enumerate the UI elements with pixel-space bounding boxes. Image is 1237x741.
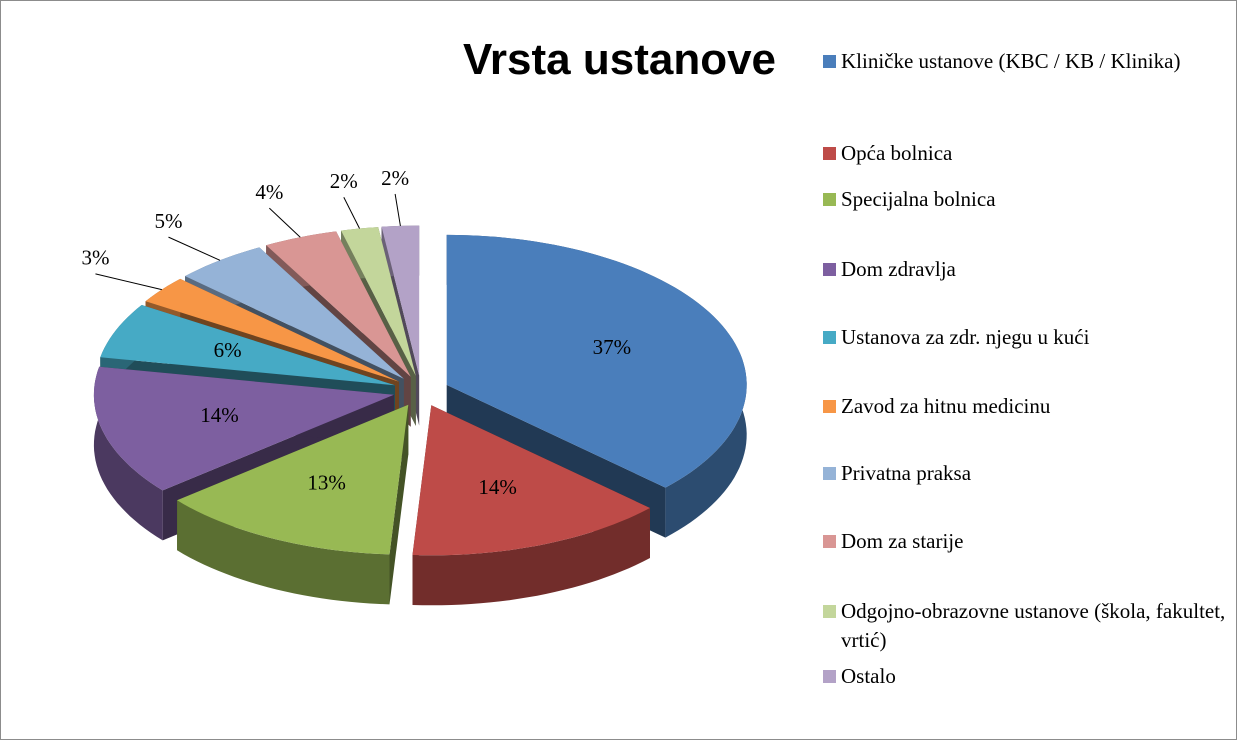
pie-slice xyxy=(93,366,394,491)
legend-label: Zavod za hitnu medicinu xyxy=(841,394,1051,418)
leader-line xyxy=(394,193,401,227)
legend-label: Opća bolnica xyxy=(841,141,953,165)
pie-slice xyxy=(185,247,404,379)
legend-label: Kliničke ustanove (KBC / KB / Klinika) xyxy=(841,49,1181,73)
pie-slice xyxy=(177,404,409,555)
legend-label: Odgojno-obrazovne ustanove (škola, fakul… xyxy=(841,599,1226,652)
data-label: 37% xyxy=(593,335,632,359)
legend-swatch xyxy=(823,670,836,683)
legend-item: Dom zdravlja xyxy=(823,255,1236,284)
legend-item: Opća bolnica xyxy=(823,139,1236,168)
data-label: 2% xyxy=(330,169,358,193)
legend-item: Specijalna bolnica xyxy=(823,185,1236,214)
legend-swatch xyxy=(823,535,836,548)
legend-label: Privatna praksa xyxy=(841,461,972,485)
slice-side xyxy=(177,500,390,605)
leader-line xyxy=(343,197,360,229)
legend-label: Specijalna bolnica xyxy=(841,187,996,211)
chart-title: Vrsta ustanove xyxy=(463,35,777,84)
legend-swatch xyxy=(823,331,836,344)
legend-swatch xyxy=(823,147,836,160)
leader-line xyxy=(168,236,221,261)
legend-item: Kliničke ustanove (KBC / KB / Klinika) xyxy=(823,47,1236,76)
legend-item: Ostalo xyxy=(823,662,1236,691)
pie-slice xyxy=(100,305,396,386)
pie-slice xyxy=(446,234,747,488)
slice-side xyxy=(93,366,163,541)
pie-slice xyxy=(266,231,411,377)
legend-item: Privatna praksa xyxy=(823,459,1236,488)
slice-side xyxy=(412,508,650,606)
legend-label: Dom zdravlja xyxy=(841,257,956,281)
legend-item: Ustanova za zdr. njegu u kući xyxy=(823,323,1236,352)
data-label: 6% xyxy=(214,338,242,362)
data-label: 14% xyxy=(200,403,239,427)
leader-line xyxy=(268,207,301,238)
legend-item: Zavod za hitnu medicinu xyxy=(823,392,1236,421)
legend-label: Ostalo xyxy=(841,664,896,688)
data-label: 13% xyxy=(307,471,346,495)
legend-label: Dom za starije xyxy=(841,529,964,553)
legend-swatch xyxy=(823,467,836,480)
legend-label: Ustanova za zdr. njegu u kući xyxy=(841,325,1090,349)
pie-slice xyxy=(381,225,420,376)
legend-swatch xyxy=(823,400,836,413)
legend-swatch xyxy=(823,55,836,68)
pie-slice xyxy=(145,278,399,382)
data-label: 3% xyxy=(81,246,109,270)
pie-slice xyxy=(341,227,416,376)
pie-slice xyxy=(412,405,650,556)
data-label: 14% xyxy=(478,475,517,499)
data-label: 5% xyxy=(154,209,182,233)
legend-swatch xyxy=(823,605,836,618)
leader-line xyxy=(95,273,162,291)
legend-swatch xyxy=(823,193,836,206)
legend-item: Dom za starije xyxy=(823,527,1236,556)
legend-item: Odgojno-obrazovne ustanove (škola, fakul… xyxy=(823,597,1236,655)
legend-swatch xyxy=(823,263,836,276)
data-label: 2% xyxy=(381,166,409,190)
data-label: 4% xyxy=(255,180,283,204)
